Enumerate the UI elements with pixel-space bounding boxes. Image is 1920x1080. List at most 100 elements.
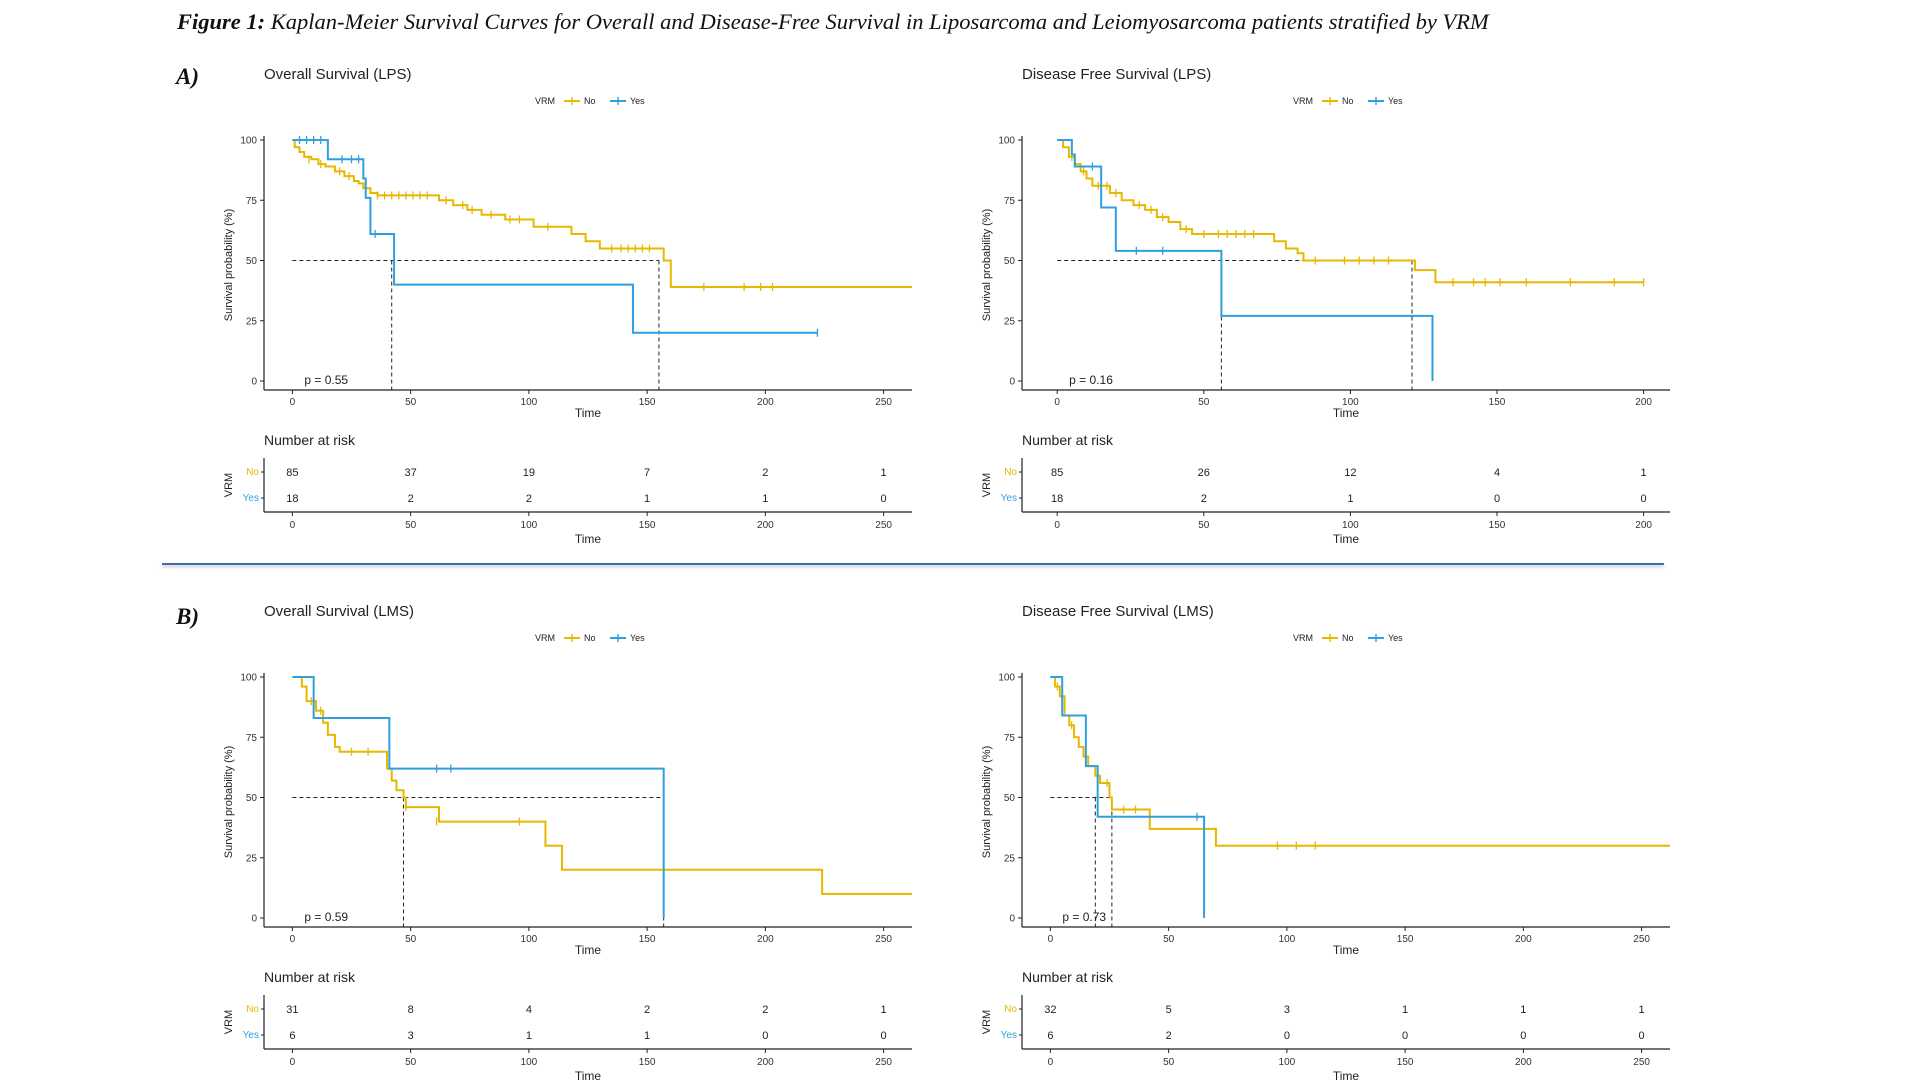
legend-label-no: No: [1342, 96, 1354, 106]
km-panel-2: Disease Free Survival (LPS) VRM No Yes 0 25 50…: [981, 66, 1670, 546]
risk-count-yes: 0: [1402, 1030, 1408, 1042]
y-axis-label: Survival probability (%): [223, 209, 235, 321]
x-axis-label: Time: [1333, 406, 1360, 420]
risk-row-label-no: No: [1004, 467, 1017, 478]
legend: VRM No Yes: [535, 633, 645, 643]
risk-count-yes: 1: [1347, 493, 1353, 505]
risk-x-tick-label-100: 100: [521, 1057, 538, 1068]
y-axis-label: Survival probability (%): [981, 209, 993, 321]
legend-title: VRM: [535, 633, 555, 643]
risk-x-tick-label-100: 100: [1342, 520, 1359, 531]
risk-count-no: 7: [644, 467, 650, 479]
curve-no: [1050, 676, 1670, 847]
risk-row-label-no: No: [246, 1004, 259, 1015]
risk-x-tick-label-150: 150: [1489, 520, 1506, 531]
risk-table-title: Number at risk: [264, 969, 356, 985]
risk-x-tick-label-150: 150: [639, 520, 656, 531]
x-tick-label-0: 0: [290, 934, 296, 945]
y-tick-label-0: 0: [251, 377, 257, 388]
risk-x-tick-label-200: 200: [1515, 1057, 1532, 1068]
curve-yes: [1057, 139, 1434, 381]
risk-count-yes: 18: [1051, 493, 1063, 505]
risk-count-no: 19: [523, 467, 535, 479]
risk-count-no: 3: [1284, 1004, 1290, 1016]
risk-x-tick-label-250: 250: [1633, 1057, 1650, 1068]
legend-label-yes: Yes: [630, 96, 645, 106]
x-tick-label-200: 200: [1635, 397, 1652, 408]
legend: VRM No Yes: [1293, 96, 1403, 106]
risk-x-tick-label-200: 200: [757, 520, 774, 531]
x-tick-label-200: 200: [1515, 934, 1532, 945]
panel-title: Disease Free Survival (LPS): [1022, 66, 1211, 83]
risk-count-yes: 0: [1284, 1030, 1290, 1042]
y-tick-label-25: 25: [246, 853, 258, 864]
x-tick-label-50: 50: [1163, 934, 1175, 945]
legend: VRM No Yes: [535, 96, 645, 106]
legend-label-yes: Yes: [1388, 633, 1403, 643]
risk-table-title: Number at risk: [264, 432, 356, 448]
risk-x-tick-label-0: 0: [290, 1057, 296, 1068]
risk-count-no: 2: [762, 467, 768, 479]
legend-label-yes: Yes: [630, 633, 645, 643]
risk-y-label: VRM: [981, 473, 993, 497]
curve-yes: [292, 139, 818, 334]
y-tick-label-25: 25: [1004, 316, 1016, 327]
y-tick-label-50: 50: [1004, 256, 1016, 267]
x-tick-label-150: 150: [1489, 397, 1506, 408]
x-tick-label-200: 200: [757, 397, 774, 408]
x-tick-label-50: 50: [405, 397, 417, 408]
risk-x-tick-label-250: 250: [875, 1057, 892, 1068]
risk-count-yes: 3: [408, 1030, 414, 1042]
y-tick-label-50: 50: [246, 256, 258, 267]
risk-row-label-yes: Yes: [243, 493, 259, 504]
risk-count-yes: 0: [1494, 493, 1500, 505]
legend-title: VRM: [535, 96, 555, 106]
panel-label-b: B): [176, 604, 199, 629]
risk-x-tick-label-150: 150: [639, 1057, 656, 1068]
y-tick-label-75: 75: [1004, 733, 1016, 744]
x-axis-label: Time: [575, 943, 602, 957]
risk-count-yes: 1: [762, 493, 768, 505]
y-tick-label-50: 50: [1004, 793, 1016, 804]
risk-x-tick-label-0: 0: [1054, 520, 1060, 531]
curve-yes: [1050, 676, 1206, 918]
y-axis-label: Survival probability (%): [223, 746, 235, 858]
risk-count-no: 4: [1494, 467, 1500, 479]
risk-count-yes: 18: [286, 493, 298, 505]
panel-title: Disease Free Survival (LMS): [1022, 603, 1214, 620]
curve-yes: [292, 676, 665, 918]
risk-count-no: 1: [881, 1004, 887, 1016]
risk-count-no: 1: [1639, 1004, 1645, 1016]
curve-no: [292, 139, 912, 289]
p-value: p = 0.73: [1062, 910, 1106, 924]
legend: VRM No Yes: [1293, 633, 1403, 643]
y-tick-label-75: 75: [1004, 196, 1016, 207]
risk-count-no: 85: [1051, 467, 1063, 479]
x-tick-label-100: 100: [521, 934, 538, 945]
risk-count-yes: 0: [1520, 1030, 1526, 1042]
x-tick-label-0: 0: [1048, 934, 1054, 945]
x-tick-label-150: 150: [639, 397, 656, 408]
p-value: p = 0.59: [304, 910, 348, 924]
risk-row-label-no: No: [246, 467, 259, 478]
y-tick-label-50: 50: [246, 793, 258, 804]
legend-label-yes: Yes: [1388, 96, 1403, 106]
risk-row-label-yes: Yes: [1001, 493, 1017, 504]
risk-x-tick-label-50: 50: [405, 520, 417, 531]
y-tick-label-100: 100: [998, 673, 1015, 684]
y-tick-label-75: 75: [246, 733, 258, 744]
y-axis-label: Survival probability (%): [981, 746, 993, 858]
risk-count-no: 8: [408, 1004, 414, 1016]
y-tick-label-25: 25: [246, 316, 258, 327]
risk-count-yes: 1: [644, 493, 650, 505]
x-tick-label-100: 100: [521, 397, 538, 408]
risk-x-tick-label-250: 250: [875, 520, 892, 531]
x-axis-label: Time: [1333, 943, 1360, 957]
risk-table-title: Number at risk: [1022, 432, 1114, 448]
risk-x-tick-label-200: 200: [1635, 520, 1652, 531]
risk-count-no: 1: [1402, 1004, 1408, 1016]
y-tick-label-100: 100: [998, 136, 1015, 147]
risk-count-no: 1: [1520, 1004, 1526, 1016]
risk-count-yes: 0: [1639, 1030, 1645, 1042]
risk-count-no: 32: [1044, 1004, 1056, 1016]
